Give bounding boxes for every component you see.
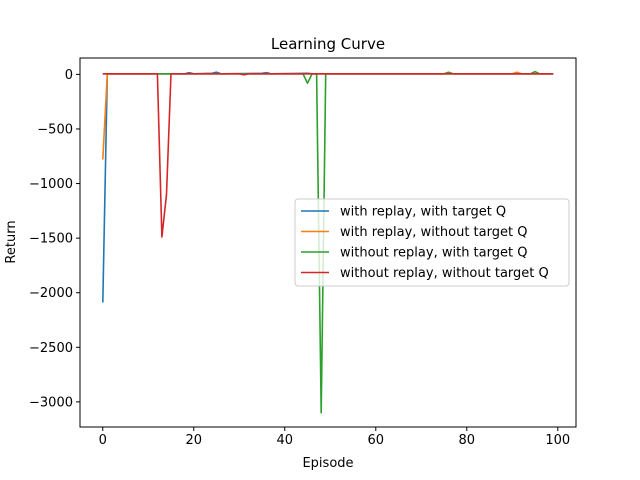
x-tick-label: 20 bbox=[185, 433, 202, 448]
y-tick-label: −2000 bbox=[29, 286, 73, 301]
y-tick-label: −2500 bbox=[29, 341, 73, 356]
legend-label-4: without replay, without target Q bbox=[340, 266, 549, 281]
legend-label-2: with replay, without target Q bbox=[340, 225, 527, 240]
x-tick-label: 60 bbox=[368, 433, 385, 448]
x-tick-label: 80 bbox=[459, 433, 476, 448]
y-tick-label: −1500 bbox=[29, 232, 73, 247]
y-tick-label: −500 bbox=[37, 122, 73, 137]
series-line-4 bbox=[102, 73, 554, 238]
x-tick-label: 0 bbox=[99, 433, 107, 448]
plot-frame bbox=[79, 57, 577, 428]
legend-label-3: without replay, with target Q bbox=[340, 246, 527, 261]
y-axis-ticks: 0 −500 −1000 −1500 −2000 −2500 −3000 bbox=[29, 68, 80, 410]
y-tick-label: 0 bbox=[65, 68, 73, 83]
y-axis-label: Return bbox=[4, 220, 19, 263]
x-tick-label: 40 bbox=[276, 433, 293, 448]
legend: with replay, with target Q with replay, w… bbox=[294, 198, 570, 287]
legend-box bbox=[294, 198, 570, 287]
x-axis-label: Episode bbox=[302, 456, 353, 471]
legend-label-1: with replay, with target Q bbox=[340, 205, 506, 220]
chart-title: Learning Curve bbox=[271, 35, 385, 53]
series-layer bbox=[102, 70, 554, 414]
x-axis-ticks: 0 20 40 60 80 100 bbox=[99, 427, 570, 448]
x-tick-label: 100 bbox=[545, 433, 570, 448]
y-tick-label: −1000 bbox=[29, 177, 73, 192]
y-tick-label: −3000 bbox=[29, 395, 73, 410]
